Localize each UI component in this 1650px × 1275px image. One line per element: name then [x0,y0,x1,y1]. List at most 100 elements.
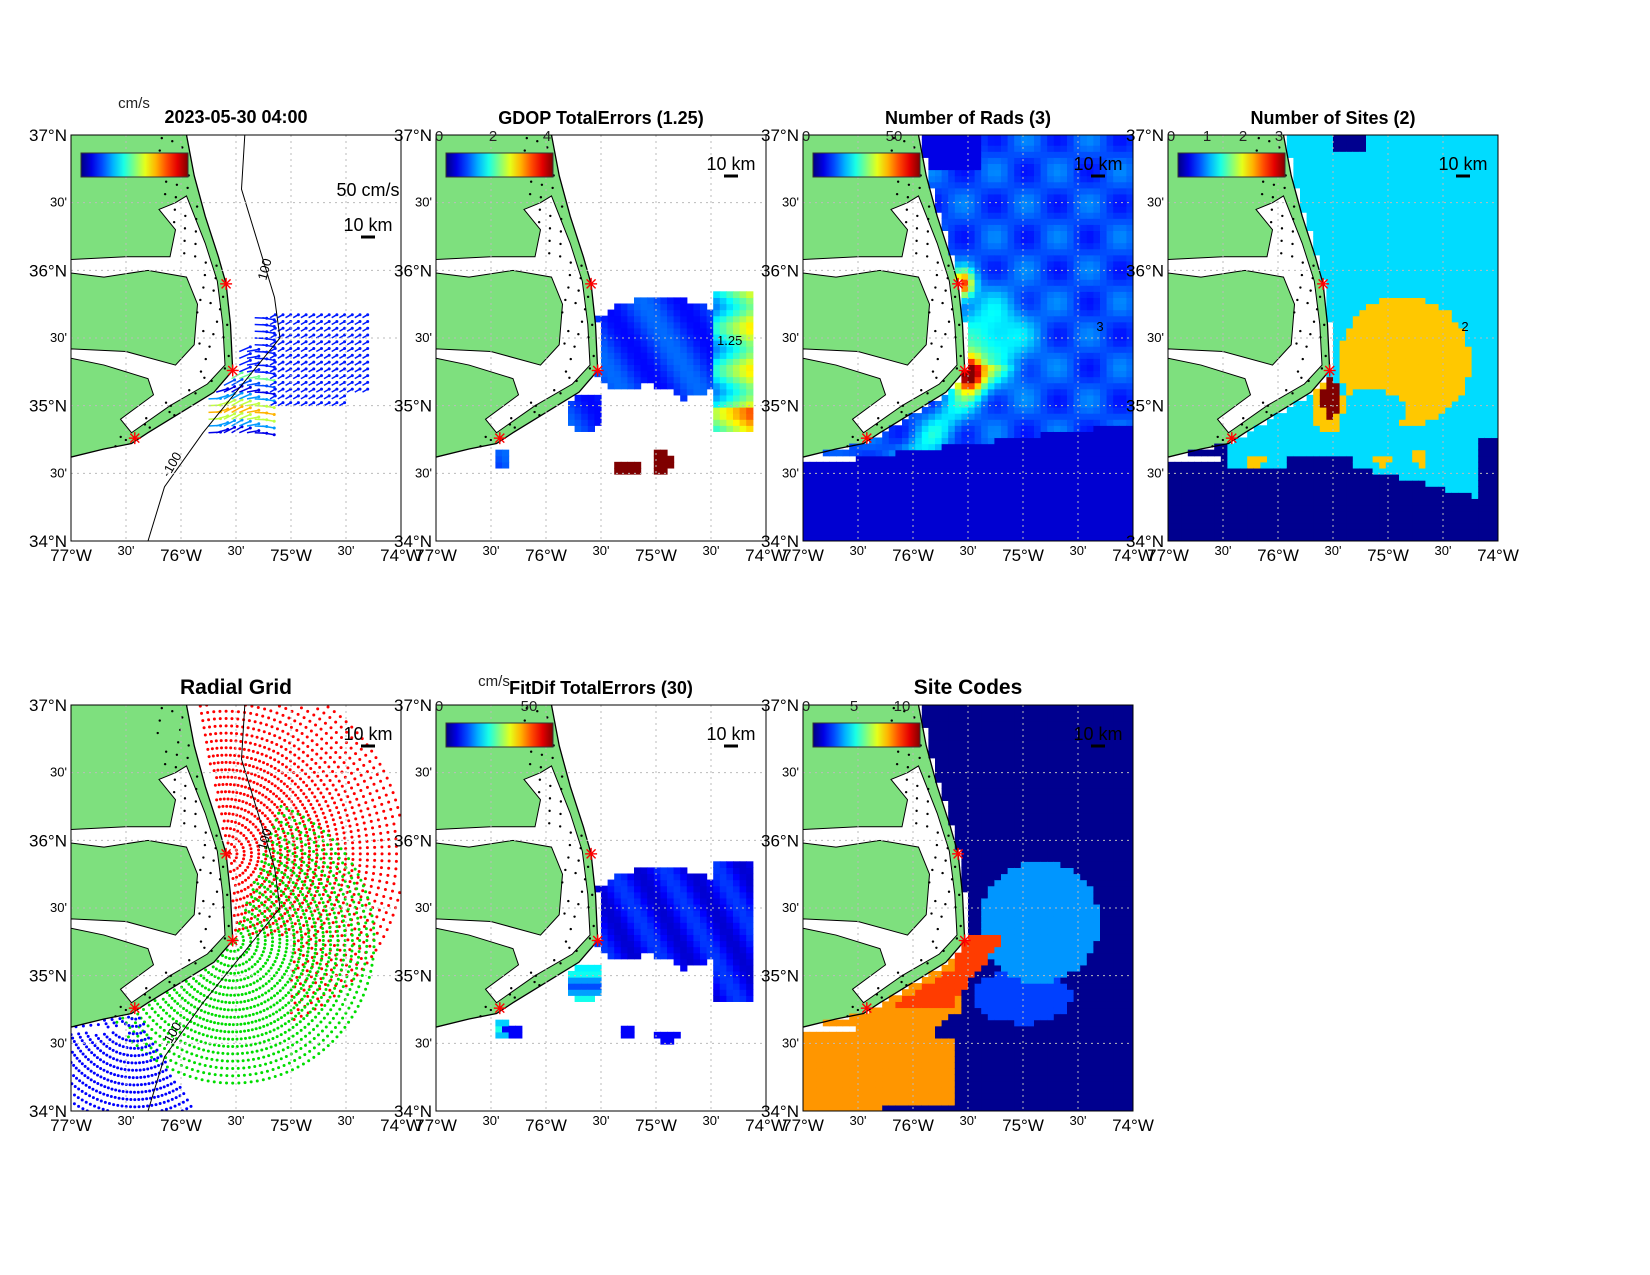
grid-cell [1067,218,1075,225]
grid-cell [968,285,976,292]
grid-cell [869,480,877,487]
grid-cell [948,486,956,493]
grid-cell [1306,407,1314,414]
grid-cell [1027,169,1035,177]
grid-cell [961,455,969,463]
grid-cell [1126,534,1133,541]
grid-cell [809,510,817,518]
grid-cell [1060,522,1068,530]
grid-cell [1333,419,1341,426]
grid-cell [1080,181,1088,189]
grid-cell [1346,309,1354,317]
grid-cell [1392,394,1400,402]
grid-cell [994,242,1002,250]
grid-cell [968,242,976,250]
grid-cell [1293,492,1301,499]
island-dot [580,320,584,323]
grid-cell [948,193,956,201]
grid-cell [574,419,582,426]
grid-cell [948,528,956,536]
grid-cell [1020,522,1028,530]
grid-cell [869,522,877,530]
grid-cell [994,352,1002,359]
grid-cell [1119,461,1127,469]
vector-head [358,367,362,371]
grid-cell [1379,321,1387,329]
grid-cell [961,291,969,298]
current-vector [239,420,251,427]
grid-cell [1227,480,1235,487]
grid-cell [1034,291,1042,298]
current-vector [246,409,259,414]
grid-cell [809,504,817,512]
grid-cell [1106,315,1114,323]
grid-cell [961,425,969,432]
grid-cell [1080,522,1088,530]
grid-cell [1273,425,1281,432]
grid-cell [961,248,969,256]
grid-cell [1001,266,1009,274]
grid-cell [981,212,989,219]
grid-cell [1047,376,1055,384]
grid-cell [1392,303,1400,311]
grid-cell [968,236,976,244]
grid-cell [660,321,668,329]
grid-cell [1047,224,1055,232]
grid-cell [1014,522,1022,530]
grid-cell [1366,504,1374,512]
grid-cell [1273,516,1281,524]
grid-cell [1306,212,1314,219]
grid-cell [1399,279,1407,286]
grid-cell [1086,480,1094,487]
grid-cell [607,340,615,347]
grid-cell [1007,260,1015,268]
grid-cell [974,480,982,487]
grid-cell [1001,455,1009,463]
grid-cell [700,370,708,378]
grid-cell [1080,437,1088,445]
grid-cell [1001,534,1009,541]
grid-cell [1372,163,1380,171]
grid-cell [1034,212,1042,219]
grid-cell [1293,455,1301,463]
grid-cell [693,309,701,317]
grid-cell [974,522,982,530]
colorbar-tick-label: 4 [543,128,551,145]
grid-cell [928,431,936,439]
island-dot [184,214,187,218]
vector-head [257,422,261,426]
grid-cell [634,370,642,378]
grid-cell [941,224,949,232]
grid-cell [1385,333,1393,341]
colorbar [812,152,921,178]
grid-cell [1168,510,1176,518]
grid-cell [1293,486,1301,493]
grid-cell [1053,455,1061,463]
grid-cell [1385,443,1393,451]
grid-cell [849,528,857,536]
grid-cell [1240,437,1248,445]
grid-cell [1007,413,1015,420]
grid-cell [1399,467,1407,475]
grid-cell [1047,248,1055,256]
grid-cell [1073,486,1081,493]
grid-cell [1234,455,1242,463]
grid-cell [614,376,622,384]
grid-cell [1086,266,1094,274]
grid-cell [1119,370,1127,378]
grid-cell [1319,449,1327,457]
grid-cell [1399,486,1407,493]
island-dot [158,149,161,152]
grid-cell [1352,467,1360,475]
grid-cell [1100,285,1108,292]
grid-cell [994,364,1002,372]
grid-cell [921,467,929,475]
grid-cell [713,364,721,372]
grid-cell [1359,175,1367,183]
island-dot [927,217,930,221]
grid-cell [693,321,701,329]
grid-cell [875,461,883,469]
grid-cell [1119,169,1127,177]
grid-cell [908,492,916,499]
